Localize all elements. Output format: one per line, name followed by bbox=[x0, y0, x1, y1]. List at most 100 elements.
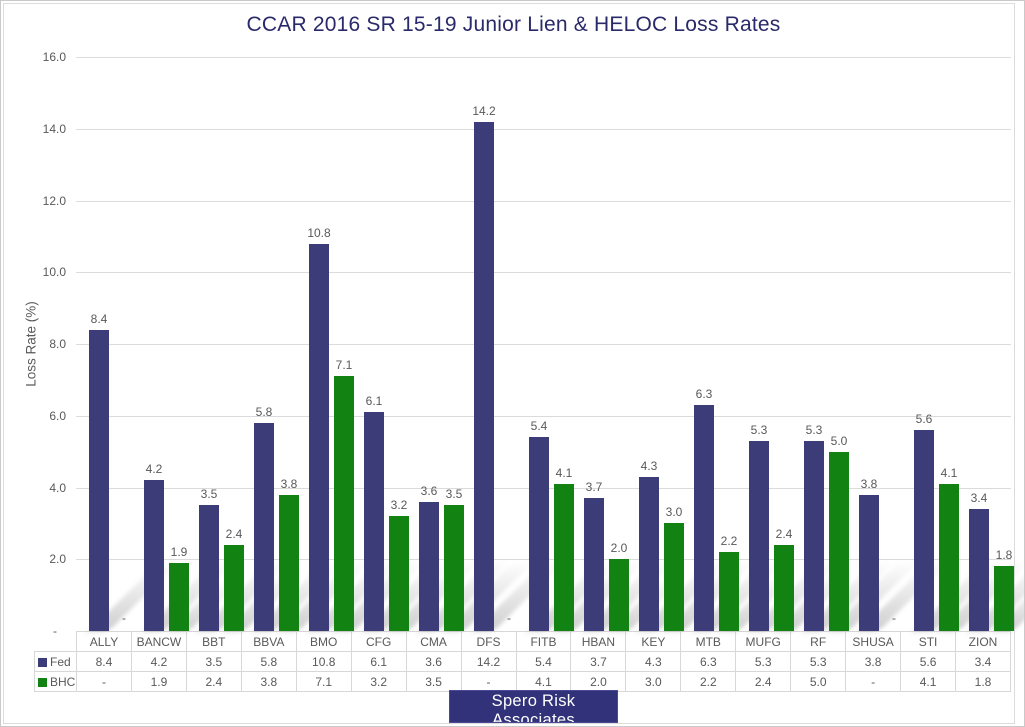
bar-value-label: 1.8 bbox=[995, 548, 1013, 563]
table-cell: 2.4 bbox=[185, 671, 242, 692]
table-cell: 3.5 bbox=[185, 651, 242, 672]
y-tick-label: 16.0 bbox=[42, 50, 66, 64]
table-row-bhc: BHC -1.9 2.4 3.8 7.1 3.2 3.5-4.1 2.0 3.0 2.2 2.4 5.… bbox=[34, 671, 1011, 692]
y-tick-label: - bbox=[53, 624, 57, 638]
table-header-ally: ALLY bbox=[76, 631, 132, 652]
table-header-hban: HBAN bbox=[570, 631, 627, 652]
table-cell: 3.8 bbox=[240, 671, 297, 692]
y-tick-label: 14.0 bbox=[42, 121, 66, 136]
table-cell: 5.3 bbox=[790, 651, 847, 672]
fed-bar bbox=[309, 243, 329, 631]
bar-value-label: 10.8 bbox=[307, 225, 331, 240]
table-cell: - bbox=[460, 671, 517, 692]
bhc-bar bbox=[334, 376, 354, 631]
chart-title: CCAR 2016 SR 15-19 Junior Lien & HELOC L… bbox=[246, 13, 781, 36]
bar-value-label: 3.2 bbox=[390, 498, 408, 513]
table-cell: 3.7 bbox=[570, 651, 627, 672]
gridline bbox=[76, 415, 1011, 417]
table-header-mtb: MTB bbox=[680, 631, 737, 652]
table-cell: 3.5 bbox=[405, 671, 462, 692]
bhc-bar bbox=[994, 566, 1014, 631]
fed-bar bbox=[199, 505, 219, 631]
fed-bar bbox=[419, 501, 439, 631]
y-tick-label: 2.0 bbox=[49, 552, 66, 567]
bar-value-label: 3.8 bbox=[280, 476, 298, 491]
bar-value-label: 3.5 bbox=[200, 487, 218, 502]
table-cell: 3.0 bbox=[625, 671, 682, 692]
table-header-bancw: BANCW bbox=[130, 631, 187, 652]
gridline bbox=[76, 57, 1011, 58]
table-header-key: KEY bbox=[625, 631, 682, 652]
fed-bar bbox=[639, 476, 659, 631]
data-table: ALLY BANCW BBT BBVA BMO CFG CMA DFS FITB HBAN KEY M… bbox=[34, 631, 1011, 692]
table-cell: 8.4 bbox=[76, 651, 132, 672]
table-cell: 10.8 bbox=[295, 651, 352, 672]
fed-bar bbox=[694, 405, 714, 631]
bar-value-label: 5.3 bbox=[805, 422, 823, 437]
gridline bbox=[76, 272, 1011, 274]
bar-value-label: 4.2 bbox=[145, 462, 163, 477]
fed-bar bbox=[529, 437, 549, 631]
bar-value-label: 4.1 bbox=[940, 465, 958, 480]
bar-value-label: 2.4 bbox=[225, 526, 243, 541]
fed-bar bbox=[364, 412, 384, 631]
fed-bar bbox=[474, 121, 494, 631]
bar-value-label: 5.8 bbox=[255, 404, 273, 419]
table-cell: 2.4 bbox=[735, 671, 792, 692]
y-tick-label: 8.0 bbox=[49, 337, 66, 351]
bar-value-label: 8.4 bbox=[90, 311, 108, 326]
fed-bar bbox=[749, 440, 769, 631]
gridline bbox=[76, 344, 1011, 345]
bhc-bar bbox=[279, 494, 299, 631]
bar-value-label: 4.3 bbox=[640, 458, 658, 473]
logo-name: Spero Risk Associates bbox=[491, 692, 576, 723]
table-cell: 4.3 bbox=[625, 651, 682, 672]
bar-value-label: 3.8 bbox=[860, 476, 878, 491]
legend-cell-bhc: BHC bbox=[34, 671, 77, 692]
table-header-cfg: CFG bbox=[350, 631, 407, 652]
table-cell: 5.3 bbox=[735, 651, 792, 672]
bhc-bar bbox=[554, 483, 574, 631]
bar-value-label: 2.2 bbox=[720, 534, 738, 549]
fed-bar bbox=[584, 498, 604, 631]
bar-value-label: 5.4 bbox=[530, 419, 548, 434]
bhc-missing-label: - bbox=[122, 611, 126, 625]
fed-bar bbox=[89, 329, 109, 631]
table-header-bbva: BBVA bbox=[240, 631, 297, 652]
fed-legend-swatch bbox=[38, 657, 47, 667]
bhc-missing-label: - bbox=[507, 611, 511, 625]
bar-value-label: 14.2 bbox=[472, 103, 496, 118]
table-cell: 2.2 bbox=[680, 671, 737, 692]
table-header-zion: ZION bbox=[955, 631, 1011, 652]
table-header-fitb: FITB bbox=[515, 631, 572, 652]
bhc-legend-label: BHC bbox=[50, 674, 76, 689]
fed-legend-label: Fed bbox=[50, 654, 71, 669]
gridline bbox=[76, 128, 1011, 130]
bhc-bar bbox=[444, 505, 464, 631]
table-cell: 5.4 bbox=[515, 651, 572, 672]
bhc-bar bbox=[829, 451, 849, 631]
table-cell: - bbox=[845, 671, 902, 692]
fed-bar bbox=[254, 422, 274, 631]
bhc-bar bbox=[169, 562, 189, 631]
table-cell: 1.9 bbox=[130, 671, 187, 692]
bar-value-label: 7.1 bbox=[335, 358, 353, 373]
bhc-bar bbox=[389, 516, 409, 631]
table-cell: 4.1 bbox=[515, 671, 572, 692]
table-cell: 5.6 bbox=[900, 651, 956, 672]
table-cell: - bbox=[76, 671, 132, 692]
fed-bar bbox=[969, 509, 989, 631]
table-cell: 5.0 bbox=[790, 671, 847, 692]
table-cell: 3.2 bbox=[350, 671, 407, 692]
table-cell: 5.8 bbox=[240, 651, 297, 672]
bar-value-label: 3.6 bbox=[420, 483, 438, 498]
table-row-fed: Fed 8.4 4.2 3.5 5.8 10.8 6.1 3.6 14.2 5.4 3.7 4.3 6.… bbox=[34, 651, 1011, 672]
bar-value-label: 2.4 bbox=[775, 526, 793, 541]
bhc-legend-swatch bbox=[38, 677, 47, 687]
table-header-mufg: MUFG bbox=[735, 631, 792, 652]
table-cell: 14.2 bbox=[460, 651, 517, 672]
table-cell: 3.6 bbox=[405, 651, 462, 672]
fed-bar bbox=[144, 480, 164, 631]
bar-value-label: 3.7 bbox=[585, 480, 603, 495]
